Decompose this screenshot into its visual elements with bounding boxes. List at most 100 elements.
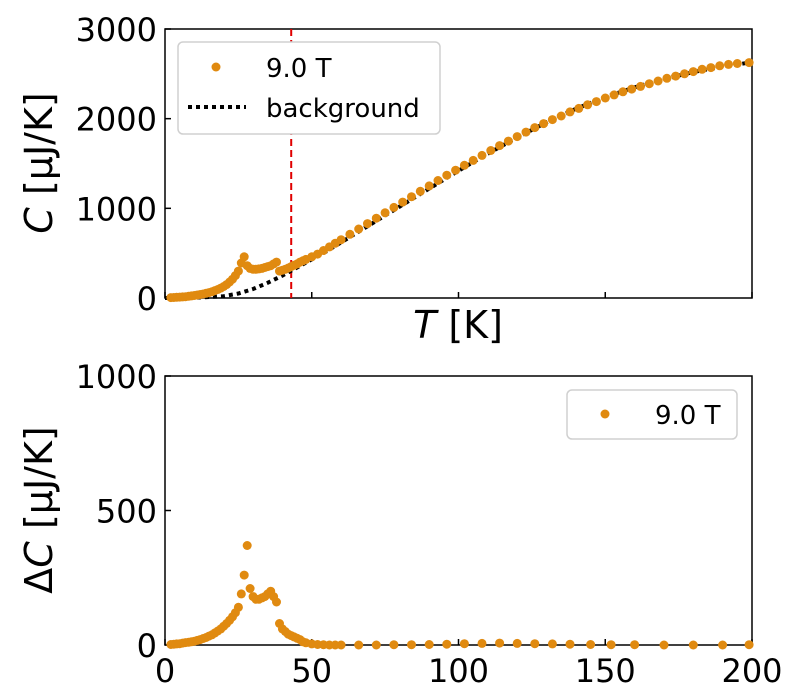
top-data-point	[583, 100, 593, 110]
top-data-point	[363, 219, 372, 229]
top-data-point	[477, 150, 487, 160]
bottom-data-point	[530, 639, 540, 649]
bottom-data-point	[442, 639, 452, 649]
top-data-point	[371, 213, 381, 223]
top-data-point	[706, 63, 716, 73]
bottom-data-point	[233, 602, 243, 612]
bottom-data-point	[272, 597, 281, 607]
top-data-point	[398, 197, 408, 207]
top-data-point	[380, 208, 390, 218]
top-data-point	[547, 115, 557, 125]
top-legend-marker	[211, 62, 221, 72]
top-data-point	[724, 59, 733, 69]
bottom-data-point	[586, 640, 596, 649]
top-data-point	[680, 69, 689, 79]
bottom-y-tick-label-1000: 1000	[76, 358, 157, 396]
bottom-data-point	[477, 638, 487, 648]
top-legend: 9.0 T background	[177, 41, 441, 135]
bottom-x-tick-label-200: 200	[721, 652, 782, 690]
top-data-point	[345, 229, 355, 239]
top-data-point	[512, 132, 522, 142]
top-data-point	[688, 67, 698, 77]
bottom-data-point	[336, 640, 346, 650]
bottom-data-point	[688, 640, 698, 650]
bottom-data-point	[718, 640, 728, 650]
bottom-data-point	[236, 589, 246, 599]
top-data-point	[354, 224, 364, 234]
top-x-axis-label: T [K]	[413, 303, 503, 347]
top-data-point	[600, 93, 610, 103]
top-data-point	[233, 266, 243, 276]
bottom-data-point	[239, 570, 249, 580]
top-y-tick-labels: 0 1000 2000 3000	[76, 11, 157, 318]
top-data-point	[415, 186, 425, 196]
top-data-point	[424, 181, 434, 191]
top-data-point	[239, 252, 249, 262]
top-y-tick-label-2000: 2000	[76, 101, 157, 139]
top-data-point	[644, 79, 654, 89]
top-legend-label-background: background	[266, 94, 420, 124]
bottom-panel: 0 500 1000 0 50 100 150 200 ΔC [μJ/K] 9.0 T	[17, 358, 783, 690]
top-data-point	[336, 235, 346, 245]
bottom-data-point	[659, 640, 669, 650]
top-data-point	[272, 257, 281, 267]
top-data-point	[653, 76, 663, 86]
top-data-point	[609, 90, 619, 100]
bottom-data-point	[389, 640, 399, 650]
top-legend-box	[177, 41, 441, 135]
top-data-point	[744, 58, 754, 68]
top-data-point	[495, 141, 505, 151]
bottom-data-point	[512, 638, 522, 648]
bottom-data-point	[606, 640, 616, 650]
bottom-y-tick-labels: 0 500 1000	[76, 358, 157, 665]
bottom-x-tick-label-0: 0	[155, 652, 175, 690]
bottom-legend-label-data: 9.0 T	[655, 401, 721, 431]
bottom-data-point	[371, 640, 381, 650]
top-data-point	[732, 59, 742, 68]
top-data-point	[521, 127, 531, 137]
top-data-points	[166, 58, 754, 303]
top-data-point	[556, 111, 566, 121]
top-y-tick-label-1000: 1000	[76, 190, 157, 228]
bottom-data-point	[565, 639, 575, 649]
bottom-data-point	[424, 640, 434, 649]
top-panel: 0 1000 2000 3000 C [μJ/K] T [K] 9.0 T backg…	[17, 11, 754, 347]
top-data-point	[671, 71, 681, 81]
bottom-data-point	[459, 639, 469, 649]
bottom-data-point	[245, 584, 255, 593]
bottom-x-tick-label-150: 150	[575, 652, 636, 690]
bottom-legend: 9.0 T	[566, 389, 738, 440]
top-data-point	[530, 123, 540, 133]
bottom-data-point	[630, 640, 640, 650]
top-data-point	[433, 176, 443, 185]
bottom-x-tick-label-50: 50	[291, 652, 332, 690]
top-legend-label-data: 9.0 T	[266, 54, 332, 84]
top-data-point	[636, 81, 645, 91]
top-data-point	[618, 87, 628, 97]
top-y-tick-label-0: 0	[137, 280, 157, 318]
top-data-point	[565, 107, 575, 117]
top-data-point	[591, 97, 601, 107]
top-y-axis-label: C [μJ/K]	[17, 92, 61, 233]
bottom-data-point	[495, 638, 505, 648]
top-data-point	[459, 160, 469, 170]
top-data-point	[662, 73, 672, 83]
bottom-data-point	[242, 541, 252, 550]
bottom-x-tick-label-100: 100	[428, 652, 489, 690]
top-y-tick-label-3000: 3000	[76, 11, 157, 49]
top-data-point	[407, 192, 416, 202]
top-data-point	[697, 64, 707, 74]
top-data-point	[503, 136, 513, 146]
top-data-point	[539, 119, 549, 129]
bottom-y-tick-label-500: 500	[96, 493, 157, 531]
bottom-legend-box	[566, 389, 738, 440]
top-data-point	[574, 103, 584, 113]
top-data-point	[442, 170, 452, 180]
top-data-point	[468, 155, 478, 165]
bottom-data-point	[354, 640, 364, 650]
bottom-legend-marker	[600, 409, 610, 419]
top-data-point	[627, 84, 637, 94]
bottom-data-point	[744, 640, 754, 650]
bottom-y-axis-label: ΔC [μJ/K]	[17, 426, 61, 593]
